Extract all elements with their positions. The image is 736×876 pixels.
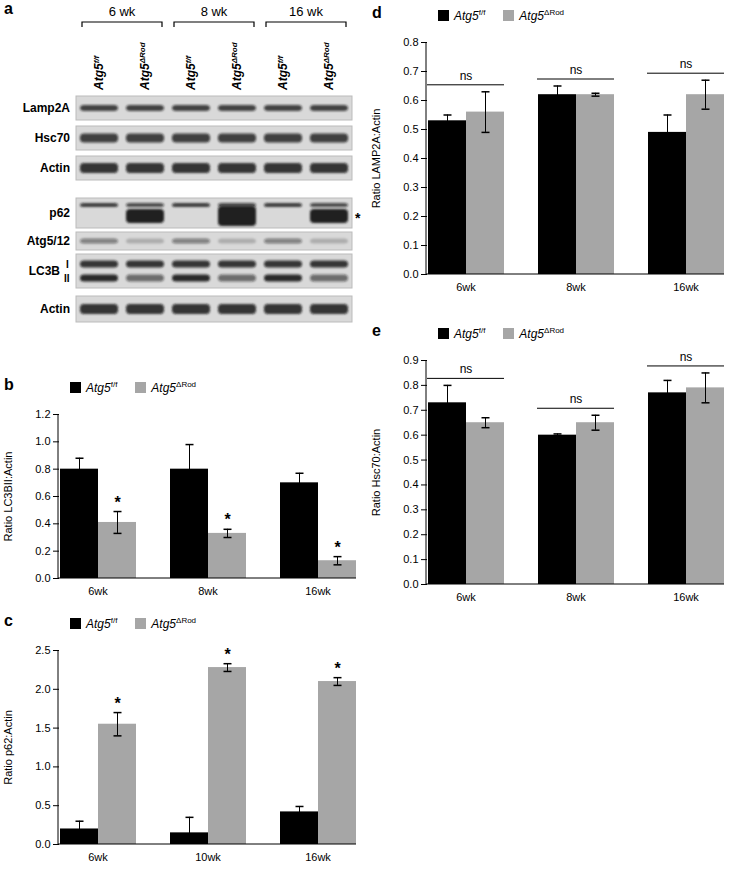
svg-text:p62: p62 <box>49 206 70 220</box>
svg-text:16wk: 16wk <box>673 281 699 293</box>
svg-text:8wk: 8wk <box>198 585 218 597</box>
svg-text:0.8: 0.8 <box>35 463 50 475</box>
svg-text:8 wk: 8 wk <box>201 4 228 19</box>
svg-text:*: * <box>114 695 121 712</box>
svg-text:Lamp2A: Lamp2A <box>23 101 71 115</box>
svg-text:Atg5/12: Atg5/12 <box>27 234 71 248</box>
svg-text:Atg5f/f: Atg5f/f <box>276 54 291 91</box>
svg-text:Ratio LC3BII:Actin: Ratio LC3BII:Actin <box>2 452 14 542</box>
svg-text:10wk: 10wk <box>195 851 221 863</box>
svg-text:2.0: 2.0 <box>35 683 50 695</box>
svg-text:0.6: 0.6 <box>403 94 418 106</box>
svg-text:0.6: 0.6 <box>35 490 50 502</box>
svg-text:*: * <box>224 646 231 663</box>
svg-text:Atg5ΔRod: Atg5ΔRod <box>138 41 153 91</box>
svg-text:8wk: 8wk <box>566 591 586 603</box>
html-text:e: e <box>372 322 381 339</box>
svg-text:0.9: 0.9 <box>403 354 418 366</box>
svg-text:1.0: 1.0 <box>35 435 50 447</box>
svg-text:0.4: 0.4 <box>403 478 418 490</box>
svg-text:0.3: 0.3 <box>403 181 418 193</box>
html-text:Atg5f/f: Atg5f/f <box>454 7 486 23</box>
html-text:Atg5ΔRod: Atg5ΔRod <box>519 325 565 341</box>
html-text:a: a <box>4 0 13 17</box>
svg-text:Hsc70: Hsc70 <box>35 131 71 145</box>
svg-text:16 wk: 16 wk <box>289 4 323 19</box>
svg-text:0.7: 0.7 <box>403 65 418 77</box>
svg-text:ns: ns <box>460 69 473 83</box>
svg-text:0.3: 0.3 <box>403 503 418 515</box>
svg-text:6 wk: 6 wk <box>109 4 136 19</box>
html-text:d: d <box>372 4 382 21</box>
svg-text:II: II <box>64 273 70 284</box>
svg-text:0.8: 0.8 <box>403 379 418 391</box>
svg-text:Atg5ΔRod: Atg5ΔRod <box>322 41 337 91</box>
svg-text:Actin: Actin <box>40 161 70 175</box>
svg-text:1.5: 1.5 <box>35 722 50 734</box>
svg-text:0.0: 0.0 <box>403 268 418 280</box>
svg-text:*: * <box>334 660 341 677</box>
svg-text:I: I <box>66 259 69 270</box>
svg-text:0.2: 0.2 <box>403 210 418 222</box>
svg-text:2.5: 2.5 <box>35 644 50 656</box>
html-text:Atg5f/f: Atg5f/f <box>86 615 118 631</box>
svg-text:0.4: 0.4 <box>403 152 418 164</box>
svg-text:16wk: 16wk <box>673 591 699 603</box>
svg-text:0.0: 0.0 <box>403 578 418 590</box>
svg-text:*: * <box>355 210 361 226</box>
svg-text:ns: ns <box>680 350 693 364</box>
svg-text:Actin: Actin <box>40 302 70 316</box>
svg-text:16wk: 16wk <box>305 851 331 863</box>
svg-text:LC3B: LC3B <box>29 264 61 278</box>
svg-text:1.0: 1.0 <box>35 760 50 772</box>
svg-text:Ratio p62:Actin: Ratio p62:Actin <box>2 710 14 785</box>
svg-text:0.2: 0.2 <box>403 528 418 540</box>
svg-text:0.5: 0.5 <box>35 799 50 811</box>
svg-text:Atg5f/f: Atg5f/f <box>92 54 107 91</box>
html-text:Atg5f/f: Atg5f/f <box>86 379 118 395</box>
svg-text:*: * <box>224 511 231 528</box>
svg-text:0.4: 0.4 <box>35 517 50 529</box>
html-text:Atg5f/f: Atg5f/f <box>454 325 486 341</box>
svg-text:0.2: 0.2 <box>35 545 50 557</box>
svg-text:*: * <box>334 539 341 556</box>
html-text:b: b <box>4 376 14 393</box>
svg-text:1.2: 1.2 <box>35 408 50 420</box>
svg-text:0.7: 0.7 <box>403 404 418 416</box>
svg-text:Atg5ΔRod: Atg5ΔRod <box>230 41 245 91</box>
svg-text:0.0: 0.0 <box>35 838 50 850</box>
html-text:Atg5ΔRod: Atg5ΔRod <box>151 615 197 631</box>
svg-text:0.8: 0.8 <box>403 36 418 48</box>
svg-text:0.0: 0.0 <box>35 572 50 584</box>
svg-text:ns: ns <box>570 392 583 406</box>
svg-text:Ratio LAMP2A:Actin: Ratio LAMP2A:Actin <box>370 109 382 209</box>
svg-text:16wk: 16wk <box>305 585 331 597</box>
html-text:c: c <box>4 612 13 629</box>
svg-text:Ratio Hsc70:Actin: Ratio Hsc70:Actin <box>370 429 382 516</box>
svg-text:0.5: 0.5 <box>403 454 418 466</box>
svg-text:ns: ns <box>460 362 473 376</box>
svg-text:6wk: 6wk <box>88 851 108 863</box>
svg-text:0.1: 0.1 <box>403 239 418 251</box>
svg-text:6wk: 6wk <box>88 585 108 597</box>
html-text:Atg5ΔRod: Atg5ΔRod <box>151 379 197 395</box>
svg-text:0.5: 0.5 <box>403 123 418 135</box>
svg-text:0.6: 0.6 <box>403 429 418 441</box>
svg-text:6wk: 6wk <box>456 591 476 603</box>
svg-text:*: * <box>114 494 121 511</box>
svg-text:ns: ns <box>570 63 583 77</box>
svg-text:ns: ns <box>680 57 693 71</box>
html-text:Atg5ΔRod: Atg5ΔRod <box>519 7 565 23</box>
svg-text:Atg5f/f: Atg5f/f <box>184 54 199 91</box>
svg-text:8wk: 8wk <box>566 281 586 293</box>
svg-text:6wk: 6wk <box>456 281 476 293</box>
svg-text:0.1: 0.1 <box>403 553 418 565</box>
